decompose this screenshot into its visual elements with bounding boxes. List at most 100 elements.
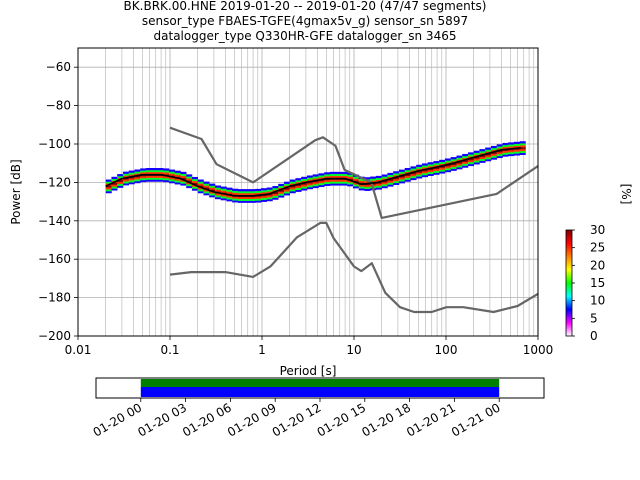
psd-cell xyxy=(117,181,124,184)
psd-cell xyxy=(381,176,388,179)
psd-cell xyxy=(232,188,239,191)
psd-cell xyxy=(105,187,112,190)
psd-cell xyxy=(496,144,503,147)
psd-cell xyxy=(398,181,405,184)
psd-cell xyxy=(496,155,503,159)
psd-cell xyxy=(364,188,371,191)
psd-cell xyxy=(352,186,359,189)
psd-cell xyxy=(358,186,365,189)
psd-cell xyxy=(134,173,141,176)
psd-cell xyxy=(117,185,124,188)
psd-cell xyxy=(191,182,198,185)
psd-cell xyxy=(191,186,198,189)
psd-cell xyxy=(209,191,216,194)
psd-cell xyxy=(289,187,296,190)
psd-cell xyxy=(335,171,342,175)
psd-cell xyxy=(255,196,262,199)
psd-cell xyxy=(370,176,377,179)
psd-cell xyxy=(186,176,193,179)
psd-cell xyxy=(122,171,129,174)
psd-cell xyxy=(375,175,382,179)
psd-cell xyxy=(128,178,135,181)
psd-cell xyxy=(249,192,256,196)
psd-cell xyxy=(312,182,319,185)
psd-cell xyxy=(347,184,354,187)
psd-cell xyxy=(467,161,474,165)
psd-cell xyxy=(375,177,382,181)
psd-cell xyxy=(289,183,296,186)
psd-cell xyxy=(496,152,503,155)
y-axis-label: Power [dB] xyxy=(9,159,23,224)
psd-cell xyxy=(301,178,308,181)
psd-cell xyxy=(226,187,233,190)
psd-cell xyxy=(243,196,250,200)
psd-cell xyxy=(364,184,371,188)
psd-cell xyxy=(450,162,457,166)
psd-cell xyxy=(456,157,463,160)
psd-cell xyxy=(134,169,141,172)
psd-cell xyxy=(140,168,147,171)
psd-cell xyxy=(128,174,135,177)
psd-cell xyxy=(295,178,302,181)
psd-cell xyxy=(266,191,273,194)
psd-cell xyxy=(519,141,526,144)
psd-cell xyxy=(122,175,129,178)
psd-cell xyxy=(117,175,124,179)
psd-cell xyxy=(289,185,296,188)
psd-cell xyxy=(266,189,273,192)
psd-cell xyxy=(301,184,308,187)
psd-cell xyxy=(272,193,279,196)
psd-cell xyxy=(140,172,147,175)
psd-cell xyxy=(122,181,129,184)
psd-cell xyxy=(433,164,440,168)
psd-cell xyxy=(496,153,503,157)
psd-cell xyxy=(473,150,480,153)
psd-cell xyxy=(433,172,440,175)
psd-cell xyxy=(404,175,411,178)
psd-cell xyxy=(473,154,480,157)
psd-cell xyxy=(209,183,216,186)
colorbar-tick-label: 30 xyxy=(590,223,605,237)
psd-cell xyxy=(341,171,348,175)
psd-cell xyxy=(502,144,509,148)
psd-cell xyxy=(393,178,400,182)
psd-cell xyxy=(387,180,394,183)
psd-cell xyxy=(232,198,239,201)
psd-cell xyxy=(513,153,520,156)
psd-cell xyxy=(312,176,319,179)
psd-cell xyxy=(145,169,152,173)
psd-cell xyxy=(456,165,463,168)
psd-cell xyxy=(283,187,290,190)
psd-cell xyxy=(312,174,319,177)
psd-cell xyxy=(197,187,204,190)
psd-cell xyxy=(519,143,526,146)
psd-cell xyxy=(122,183,129,186)
psd-cell xyxy=(341,175,348,178)
psd-cell xyxy=(329,171,336,175)
colorbar-tick-label: 5 xyxy=(590,311,598,325)
psd-cell xyxy=(370,180,377,183)
psd-cell xyxy=(289,189,296,192)
psd-cell xyxy=(157,179,164,182)
psd-cell xyxy=(485,157,492,160)
psd-cell xyxy=(410,170,417,173)
new-low-noise-model-curve xyxy=(169,221,538,314)
psd-cell xyxy=(393,175,400,178)
psd-cell xyxy=(421,163,428,166)
psd-cell xyxy=(255,192,262,195)
psd-cell xyxy=(421,171,428,174)
psd-cell xyxy=(485,155,492,158)
psd-cell xyxy=(404,168,411,171)
psd-cell xyxy=(249,189,256,192)
y-tick-label: −180 xyxy=(38,291,71,305)
psd-cell xyxy=(278,185,285,188)
psd-cell xyxy=(473,152,480,155)
psd-cell xyxy=(416,168,423,171)
psd-cell xyxy=(479,160,486,163)
psd-cell xyxy=(364,186,371,190)
psd-cell xyxy=(450,159,457,162)
psd-cell xyxy=(358,178,365,181)
psd-cell xyxy=(278,189,285,192)
psd-cell xyxy=(329,179,336,182)
psd-cell xyxy=(168,171,175,174)
